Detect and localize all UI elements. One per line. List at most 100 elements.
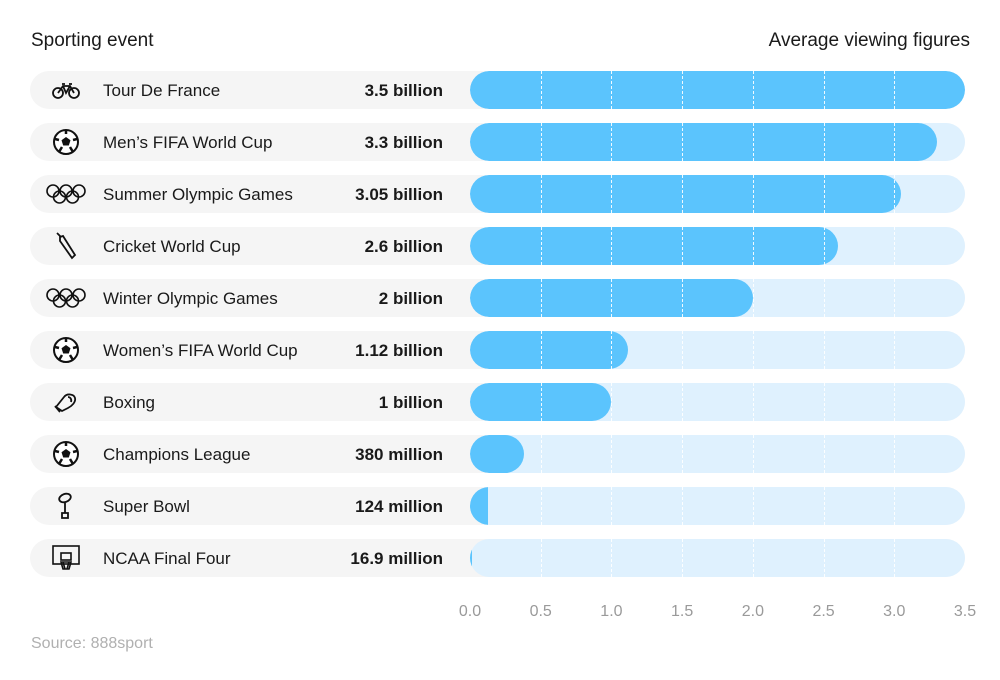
- bar-track: [470, 123, 965, 161]
- gridline: [823, 331, 825, 369]
- gridline: [682, 227, 684, 265]
- football-icon: [50, 127, 82, 157]
- gridline: [611, 539, 613, 577]
- gridline: [540, 175, 542, 213]
- bar: [470, 71, 965, 109]
- gridline: [682, 539, 684, 577]
- gridline: [752, 487, 754, 525]
- value-label: 380 million: [355, 445, 443, 464]
- gridline: [894, 539, 896, 577]
- bar-track: [470, 331, 965, 369]
- olympic-rings-icon: [46, 179, 86, 209]
- gridline: [894, 175, 896, 213]
- x-tick-label: 2.5: [812, 603, 835, 620]
- bicycle-icon: [50, 75, 82, 105]
- trophy-icon: [50, 491, 82, 521]
- gridline: [752, 435, 754, 473]
- bar-row: Super Bowl 124 million: [30, 487, 965, 525]
- boxing-glove-icon: [50, 387, 82, 417]
- value-label: 2.6 billion: [364, 237, 443, 256]
- gridline: [682, 123, 684, 161]
- bar-row: Boxing 1 billion: [30, 383, 965, 421]
- gridline: [823, 279, 825, 317]
- bar: [470, 175, 902, 213]
- gridline: [823, 487, 825, 525]
- event-label: Super Bowl: [103, 497, 190, 516]
- x-tick-label: 2.0: [741, 603, 764, 620]
- bar: [470, 435, 524, 473]
- bar-track: [470, 487, 965, 525]
- gridline: [823, 383, 825, 421]
- event-label: Men’s FIFA World Cup: [103, 133, 273, 152]
- gridline: [611, 227, 613, 265]
- x-tick-label: 3.5: [953, 603, 977, 620]
- gridline: [611, 331, 613, 369]
- gridline: [611, 435, 613, 473]
- gridline: [682, 383, 684, 421]
- value-label: 1 billion: [378, 393, 443, 412]
- gridline: [752, 71, 754, 109]
- gridline: [540, 227, 542, 265]
- gridline: [823, 435, 825, 473]
- x-tick-label: 0.0: [458, 603, 482, 620]
- bar-row: Summer Olympic Games 3.05 billion: [30, 175, 965, 213]
- gridline: [894, 383, 896, 421]
- gridline: [682, 71, 684, 109]
- gridline: [752, 279, 754, 317]
- value-label: 124 million: [355, 497, 443, 516]
- gridline: [823, 539, 825, 577]
- gridline: [894, 331, 896, 369]
- football-icon: [50, 335, 82, 365]
- cricket-bat-icon: [50, 231, 82, 261]
- gridline: [611, 383, 613, 421]
- bar-row: Tour De France 3.5 billion: [30, 71, 965, 109]
- event-label: NCAA Final Four: [103, 549, 231, 568]
- bar-row: Women’s FIFA World Cup 1.12 billion: [30, 331, 965, 369]
- gridline: [682, 279, 684, 317]
- bar-track: [470, 279, 965, 317]
- x-tick-label: 1.5: [671, 603, 694, 620]
- event-label: Tour De France: [103, 81, 221, 100]
- bar: [470, 331, 629, 369]
- gridline: [611, 71, 613, 109]
- gridline: [894, 71, 896, 109]
- gridline: [823, 71, 825, 109]
- bar-row: Cricket World Cup 2.6 billion: [30, 227, 965, 265]
- gridline: [752, 123, 754, 161]
- value-label: 2 billion: [378, 289, 443, 308]
- source-note: Source: 888sport: [31, 635, 153, 652]
- gridline: [894, 279, 896, 317]
- basketball-hoop-icon: [50, 543, 82, 573]
- bar-track: [470, 227, 965, 265]
- gridline: [540, 539, 542, 577]
- x-tick-label: 3.0: [883, 603, 906, 620]
- gridline: [752, 227, 754, 265]
- value-label: 1.12 billion: [355, 341, 443, 360]
- gridline: [752, 331, 754, 369]
- bar: [470, 487, 488, 525]
- bar-track: [470, 539, 965, 577]
- gridline: [682, 487, 684, 525]
- gridline: [540, 123, 542, 161]
- gridline: [682, 331, 684, 369]
- gridline: [540, 487, 542, 525]
- gridline: [540, 331, 542, 369]
- gridline: [611, 279, 613, 317]
- bar: [470, 123, 937, 161]
- bar: [470, 539, 473, 577]
- event-label: Summer Olympic Games: [103, 185, 293, 204]
- bar-track: [470, 435, 965, 473]
- gridline: [611, 123, 613, 161]
- bar: [470, 227, 838, 265]
- gridline: [611, 175, 613, 213]
- gridline: [894, 123, 896, 161]
- gridline: [894, 435, 896, 473]
- bar-row: Winter Olympic Games 2 billion: [30, 279, 965, 317]
- column-header-viewing: Average viewing figures: [768, 30, 970, 51]
- gridline: [540, 435, 542, 473]
- gridline: [682, 175, 684, 213]
- bar-row: NCAA Final Four 16.9 million: [30, 539, 965, 577]
- gridline: [752, 383, 754, 421]
- gridline: [682, 435, 684, 473]
- bar-track: [470, 383, 965, 421]
